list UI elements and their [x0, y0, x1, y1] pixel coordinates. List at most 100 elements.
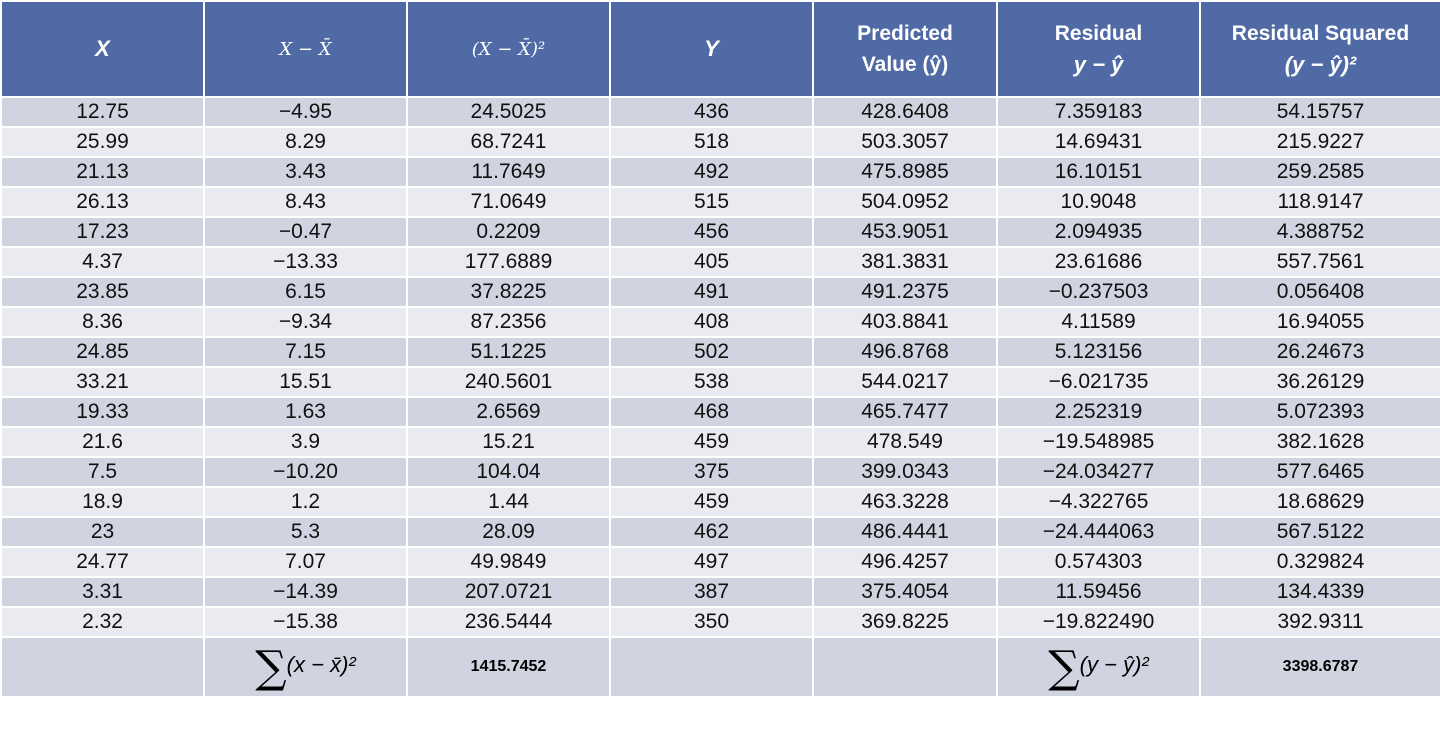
deviation-squared-cell: 37.8225	[406, 276, 611, 308]
y-cell: 375	[609, 456, 814, 488]
sum-residual-value: 3398.6787	[1199, 636, 1440, 698]
residual-squared-cell: 134.4339	[1199, 576, 1440, 608]
residual-cell: 5.123156	[996, 336, 1201, 368]
x-cell: 18.9	[0, 486, 205, 518]
predicted-cell: 475.8985	[812, 156, 998, 188]
residual-cell: 2.252319	[996, 396, 1201, 428]
predicted-cell: 375.4054	[812, 576, 998, 608]
deviation-squared-cell: 207.0721	[406, 576, 611, 608]
header-predicted: Predicted Value (ŷ)	[812, 0, 998, 98]
deviation-squared-cell: 236.5444	[406, 606, 611, 638]
deviation-cell: 6.15	[203, 276, 408, 308]
deviation-squared-cell: 51.1225	[406, 336, 611, 368]
deviation-cell: −9.34	[203, 306, 408, 338]
y-cell: 387	[609, 576, 814, 608]
deviation-cell: 8.29	[203, 126, 408, 158]
predicted-cell: 399.0343	[812, 456, 998, 488]
table-row: 21.6 3.9 15.21 459 478.549 −19.548985 382.1628	[0, 426, 1440, 458]
table-row: 21.13 3.43 11.7649 492 475.8985 16.10151 259.2…	[0, 156, 1440, 188]
deviation-cell: 15.51	[203, 366, 408, 398]
predicted-cell: 381.3831	[812, 246, 998, 278]
residual-squared-cell: 215.9227	[1199, 126, 1440, 158]
deviation-squared-cell: 71.0649	[406, 186, 611, 218]
table-row: 8.36 −9.34 87.2356 408 403.8841 4.11589 16.940…	[0, 306, 1440, 338]
residual-squared-cell: 18.68629	[1199, 486, 1440, 518]
x-cell: 21.13	[0, 156, 205, 188]
y-cell: 459	[609, 486, 814, 518]
header-deviation: X − X̄	[203, 0, 408, 98]
predicted-cell: 369.8225	[812, 606, 998, 638]
x-cell: 23.85	[0, 276, 205, 308]
x-cell: 8.36	[0, 306, 205, 338]
table-row: 12.75 −4.95 24.5025 436 428.6408 7.359183 54.1…	[0, 96, 1440, 128]
x-cell: 4.37	[0, 246, 205, 278]
table-row: 23 5.3 28.09 462 486.4441 −24.444063 567.5122	[0, 516, 1440, 548]
deviation-cell: −15.38	[203, 606, 408, 638]
y-cell: 538	[609, 366, 814, 398]
residual-squared-cell: 392.9311	[1199, 606, 1440, 638]
table-row: 26.13 8.43 71.0649 515 504.0952 10.9048 118.91…	[0, 186, 1440, 218]
residual-cell: −19.548985	[996, 426, 1201, 458]
deviation-squared-cell: 177.6889	[406, 246, 611, 278]
predicted-cell: 463.3228	[812, 486, 998, 518]
sum-residual-formula: ∑(y − ŷ)²	[996, 636, 1201, 698]
header-deviation-squared: (X − X̄)²	[406, 0, 611, 98]
residual-squared-cell: 26.24673	[1199, 336, 1440, 368]
y-cell: 408	[609, 306, 814, 338]
x-cell: 7.5	[0, 456, 205, 488]
residual-cell: 2.094935	[996, 216, 1201, 248]
residual-cell: 10.9048	[996, 186, 1201, 218]
totals-empty-cell	[0, 636, 205, 698]
table-row: 25.99 8.29 68.7241 518 503.3057 14.69431 215.9…	[0, 126, 1440, 158]
y-cell: 350	[609, 606, 814, 638]
predicted-cell: 496.8768	[812, 336, 998, 368]
table-row: 24.85 7.15 51.1225 502 496.8768 5.123156 26.24…	[0, 336, 1440, 368]
residual-cell: 7.359183	[996, 96, 1201, 128]
y-cell: 518	[609, 126, 814, 158]
residual-cell: −24.444063	[996, 516, 1201, 548]
x-cell: 17.23	[0, 216, 205, 248]
deviation-squared-cell: 24.5025	[406, 96, 611, 128]
y-cell: 502	[609, 336, 814, 368]
table-row: 17.23 −0.47 0.2209 456 453.9051 2.094935 4.388…	[0, 216, 1440, 248]
deviation-cell: −4.95	[203, 96, 408, 128]
y-cell: 515	[609, 186, 814, 218]
residual-cell: 23.61686	[996, 246, 1201, 278]
deviation-cell: 3.43	[203, 156, 408, 188]
predicted-cell: 491.2375	[812, 276, 998, 308]
predicted-cell: 478.549	[812, 426, 998, 458]
y-cell: 405	[609, 246, 814, 278]
deviation-cell: −13.33	[203, 246, 408, 278]
table-row: 18.9 1.2 1.44 459 463.3228 −4.322765 18.68629	[0, 486, 1440, 518]
deviation-squared-cell: 0.2209	[406, 216, 611, 248]
header-row: X X − X̄ (X − X̄)² Y Predicted Value (ŷ)…	[0, 0, 1440, 98]
header-residual: Residual y − ŷ	[996, 0, 1201, 98]
deviation-squared-cell: 240.5601	[406, 366, 611, 398]
residual-cell: 16.10151	[996, 156, 1201, 188]
predicted-cell: 428.6408	[812, 96, 998, 128]
predicted-cell: 544.0217	[812, 366, 998, 398]
deviation-cell: 7.07	[203, 546, 408, 578]
y-cell: 497	[609, 546, 814, 578]
residual-squared-cell: 54.15757	[1199, 96, 1440, 128]
residual-cell: 11.59456	[996, 576, 1201, 608]
table-row: 19.33 1.63 2.6569 468 465.7477 2.252319 5.0723…	[0, 396, 1440, 428]
deviation-squared-cell: 15.21	[406, 426, 611, 458]
deviation-cell: 5.3	[203, 516, 408, 548]
residual-squared-cell: 5.072393	[1199, 396, 1440, 428]
residual-squared-cell: 567.5122	[1199, 516, 1440, 548]
table-body: 12.75 −4.95 24.5025 436 428.6408 7.359183 54.1…	[0, 96, 1440, 638]
predicted-cell: 496.4257	[812, 546, 998, 578]
residual-squared-cell: 557.7561	[1199, 246, 1440, 278]
x-cell: 33.21	[0, 366, 205, 398]
deviation-cell: 7.15	[203, 336, 408, 368]
residual-cell: −19.822490	[996, 606, 1201, 638]
predicted-cell: 465.7477	[812, 396, 998, 428]
residual-cell: 4.11589	[996, 306, 1201, 338]
totals-empty-cell	[812, 636, 998, 698]
x-cell: 2.32	[0, 606, 205, 638]
residual-squared-cell: 0.056408	[1199, 276, 1440, 308]
residual-squared-cell: 4.388752	[1199, 216, 1440, 248]
deviation-cell: −14.39	[203, 576, 408, 608]
table-row: 33.21 15.51 240.5601 538 544.0217 −6.021735 36…	[0, 366, 1440, 398]
